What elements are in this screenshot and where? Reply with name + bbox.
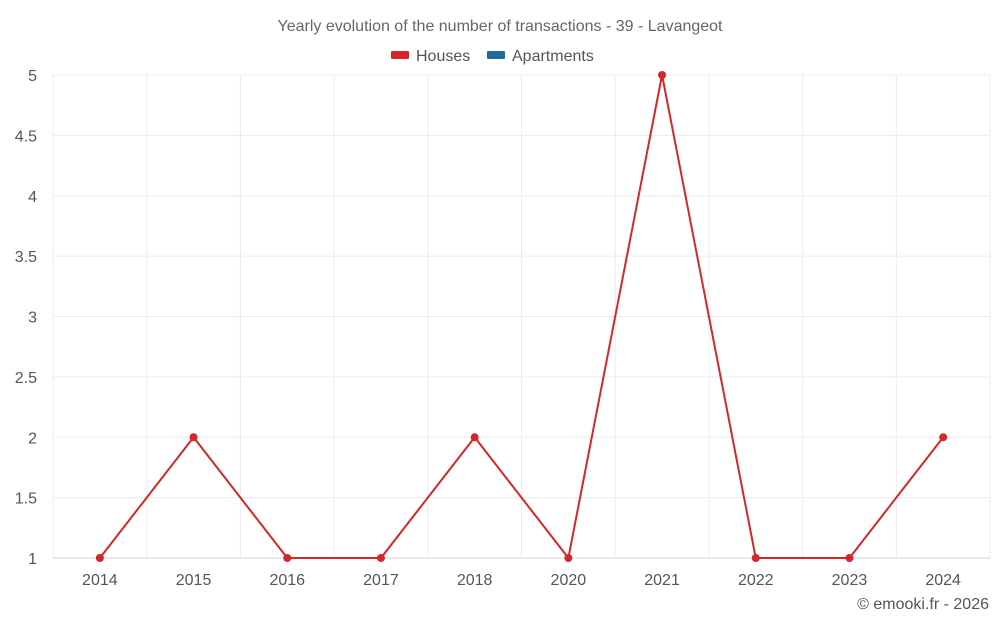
x-tick-label: 2016 (269, 572, 305, 589)
data-point-houses-2023[interactable] (845, 554, 854, 562)
y-tick-label: 3.5 (15, 249, 37, 266)
y-tick-label: 2 (28, 430, 37, 447)
legend: Houses Apartments (391, 48, 594, 65)
data-point-houses-2015[interactable] (189, 433, 198, 442)
data-point-houses-2021[interactable] (658, 71, 667, 79)
x-tick-label: 2023 (832, 572, 868, 589)
legend-swatch-houses (391, 51, 409, 59)
data-point-houses-2024[interactable] (939, 433, 948, 442)
y-tick-label: 5 (28, 68, 37, 85)
x-tick-label: 2017 (363, 572, 399, 589)
data-point-houses-2014[interactable] (95, 554, 104, 562)
x-tick-label: 2024 (925, 572, 961, 589)
legend-label-houses[interactable]: Houses (416, 48, 470, 65)
legend-swatch-apartments (487, 51, 505, 59)
y-axis-ticks: 1 1.5 2 2.5 3 3.5 4 4.5 5 (15, 68, 37, 568)
y-tick-label: 1 (28, 551, 37, 568)
legend-label-apartments[interactable]: Apartments (512, 48, 594, 65)
x-axis-ticks: 2014 2015 2016 2017 2018 2020 2021 2022 2023 2024 (82, 572, 961, 589)
series-layer (95, 71, 948, 562)
x-tick-label: 2015 (176, 572, 212, 589)
chart-title: Yearly evolution of the number of transa… (277, 18, 723, 35)
data-point-houses-2018[interactable] (470, 433, 479, 442)
x-tick-label: 2018 (457, 572, 493, 589)
data-point-houses-2020[interactable] (564, 554, 573, 562)
series-line-houses (99, 74, 944, 559)
y-tick-label: 2.5 (15, 370, 37, 387)
x-tick-label: 2021 (644, 572, 680, 589)
data-point-houses-2022[interactable] (751, 554, 760, 562)
data-point-houses-2016[interactable] (283, 554, 292, 562)
y-tick-label: 4 (28, 189, 37, 206)
x-tick-label: 2014 (82, 572, 118, 589)
y-tick-label: 4.5 (15, 128, 37, 145)
y-tick-label: 3 (28, 310, 37, 327)
x-tick-label: 2022 (738, 572, 774, 589)
y-tick-label: 1.5 (15, 491, 37, 508)
credit-text: © emooki.fr - 2026 (857, 596, 989, 613)
x-tick-label: 2020 (551, 572, 587, 589)
data-point-houses-2017[interactable] (376, 554, 385, 562)
